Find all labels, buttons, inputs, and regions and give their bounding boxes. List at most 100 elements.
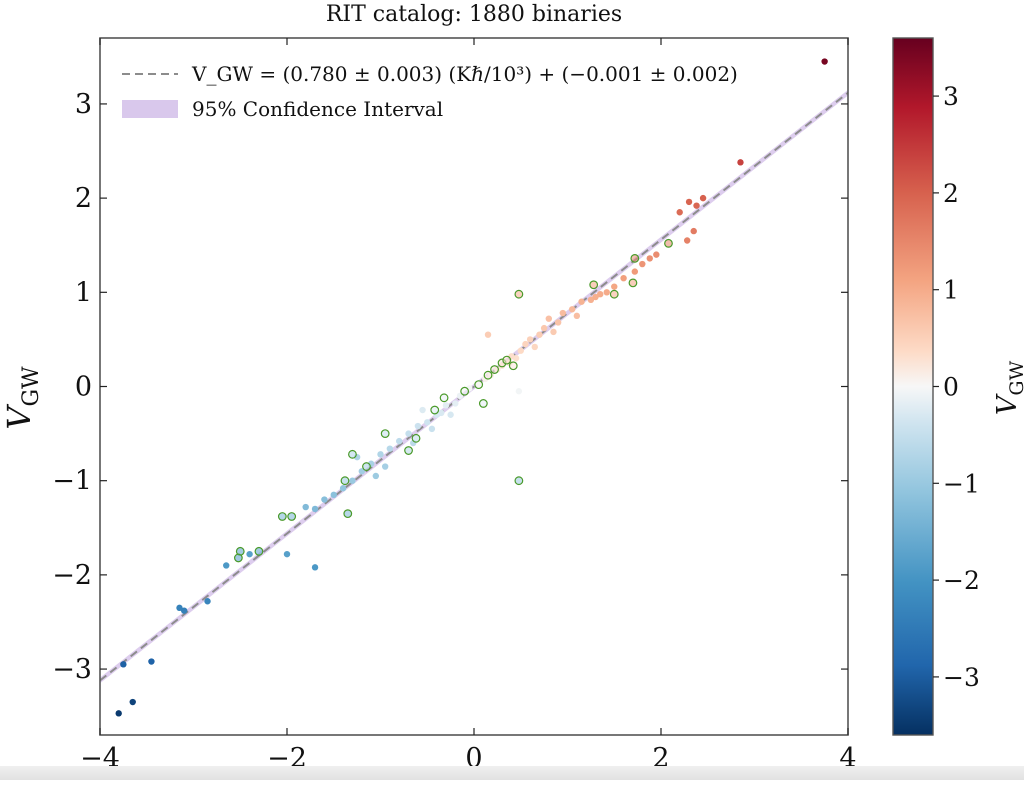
scatter-point-outlined	[630, 254, 640, 263]
y-tick-label: 2	[75, 183, 92, 214]
legend: V_GW = (0.780 ± 0.003) (Kℏ/10³) + (−0.00…	[122, 62, 738, 121]
scatter-point	[302, 503, 309, 511]
scatter-point	[204, 598, 211, 605]
scatter-point	[550, 328, 557, 336]
scatter-point	[536, 331, 543, 338]
scatter-point	[311, 505, 319, 513]
scatter-point	[386, 445, 394, 452]
y-tick-label: −2	[52, 560, 92, 591]
y-tick-label: 3	[75, 89, 92, 120]
scatter-point	[372, 472, 380, 480]
colorbar-tick-label: 3	[943, 82, 959, 111]
scatter-point-outlined	[343, 509, 353, 519]
scatter-point-outlined	[277, 512, 287, 521]
colorbar-label: VGW	[992, 360, 1024, 415]
legend-swatch-ci	[122, 100, 178, 118]
scatter-point	[311, 564, 319, 571]
scatter-point-outlined	[380, 429, 390, 438]
scatter-point	[690, 227, 697, 235]
scatter-point	[554, 319, 562, 326]
scatter-point	[646, 255, 653, 262]
scatter-point-outlined	[490, 365, 499, 374]
scatter-point-outlined	[340, 476, 350, 486]
scatter-point-outlined	[254, 546, 264, 556]
scatter-point	[568, 306, 576, 313]
scatter-point	[377, 451, 384, 458]
scatter-point	[573, 312, 581, 320]
scatter-point	[737, 159, 744, 166]
data-points	[115, 58, 828, 717]
scatter-point	[283, 550, 291, 558]
scatter-point	[693, 202, 700, 209]
plot-area	[100, 58, 848, 717]
y-tick-label: −1	[52, 466, 92, 497]
scatter-point	[381, 463, 389, 470]
scatter-point	[821, 58, 828, 65]
scatter-point	[321, 496, 328, 503]
scatter-point	[559, 309, 567, 317]
scatter-point	[330, 491, 337, 499]
scatter-point	[223, 562, 230, 569]
scatter-point	[349, 477, 356, 484]
scatter-point	[611, 283, 618, 290]
scatter-point-outlined	[460, 386, 470, 396]
scatter-point	[526, 336, 534, 343]
y-tick-label: 0	[75, 372, 92, 403]
colorbar-tick-label: 2	[943, 179, 959, 208]
colorbar-tick-label: −3	[943, 663, 980, 692]
colorbar: −3 −2 −1 0 1 2 3	[892, 37, 980, 736]
scatter-point	[545, 315, 552, 322]
scatter-point	[683, 237, 691, 244]
scatter-point-outlined	[508, 361, 518, 371]
scatter-point	[587, 296, 595, 304]
scatter-point	[522, 340, 529, 348]
scatter-point	[484, 331, 492, 338]
scatter-point	[129, 698, 136, 706]
scatter-point	[180, 607, 188, 614]
scatter-point-outlined	[411, 433, 421, 443]
scatter-point-outlined	[609, 289, 619, 299]
scatter-point	[620, 274, 627, 282]
scatter-point-outlined	[483, 370, 493, 380]
scatter-point	[339, 485, 347, 492]
scatter-point	[540, 324, 548, 332]
scatter-point-outlined	[430, 405, 440, 415]
scatter-point	[424, 419, 431, 426]
scatter-point	[447, 411, 454, 418]
bottom-edge-strip	[0, 766, 1024, 780]
scatter-point-outlined	[474, 380, 484, 390]
scatter-point	[452, 400, 459, 407]
scatter-point-outlined	[514, 476, 524, 486]
scatter-point	[699, 194, 707, 202]
svg-text:VGW: VGW	[0, 366, 44, 430]
scatter-point	[120, 661, 127, 668]
scatter-point	[515, 388, 523, 395]
scatter-point	[148, 658, 155, 665]
scatter-point-outlined	[439, 393, 449, 403]
scatter-point	[176, 604, 183, 612]
scatter-point-outlined	[628, 278, 638, 288]
y-tick-label: −3	[52, 654, 92, 685]
scatter-point	[631, 268, 639, 275]
colorbar-gradient	[892, 37, 934, 736]
scatter-point	[442, 402, 450, 409]
scatter-point	[428, 425, 436, 433]
scatter-point	[639, 260, 646, 268]
scatter-point	[653, 251, 660, 258]
scatter-point-outlined	[664, 238, 673, 248]
scatter-point	[405, 430, 412, 437]
scatter-point	[246, 550, 253, 558]
scatter-point	[396, 437, 403, 445]
scatter-point-outlined	[404, 446, 413, 455]
scatter-point	[578, 298, 585, 305]
y-axis-label: VGW	[0, 366, 44, 430]
scatter-point	[531, 343, 538, 351]
scatter-point	[438, 409, 445, 417]
scatter-point	[115, 710, 122, 717]
legend-label-fit: V_GW = (0.780 ± 0.003) (Kℏ/10³) + (−0.00…	[191, 62, 738, 86]
fit-layer	[100, 89, 848, 684]
chart-title: RIT catalog: 1880 binaries	[326, 2, 622, 27]
scatter-point	[676, 209, 683, 216]
